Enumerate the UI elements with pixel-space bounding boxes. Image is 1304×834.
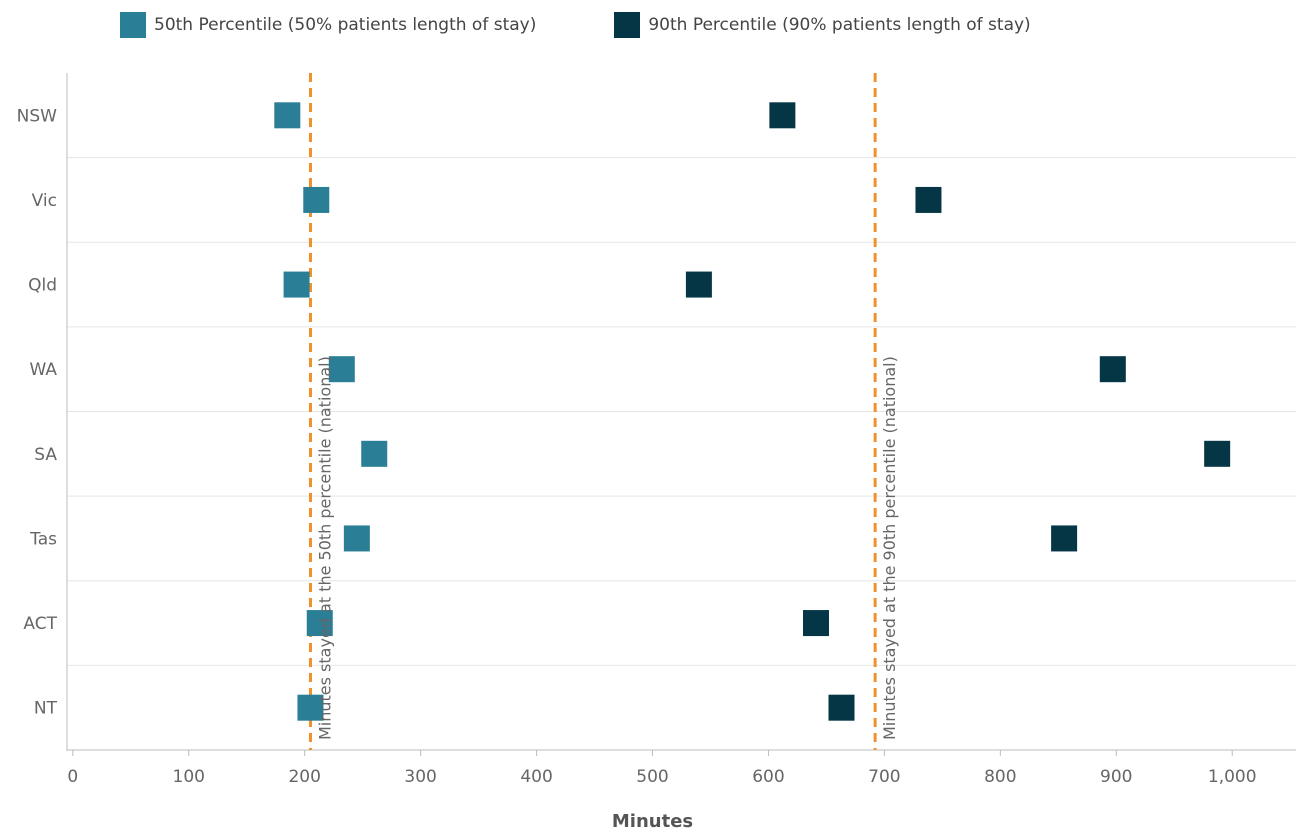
y-category-label: ACT [23, 614, 57, 634]
legend-swatch-90th [614, 12, 641, 38]
marker-50th-vic [303, 186, 330, 213]
chart-legend: 50th Percentile (50% patients length of … [120, 10, 1109, 40]
marker-50th-tas [343, 525, 370, 552]
marker-90th-nsw [769, 102, 796, 129]
row-gridlines [67, 157, 1296, 666]
marker-90th-tas [1051, 525, 1078, 552]
x-tick-label: 200 [288, 767, 320, 787]
axis-labels: 0 100 200 300 400 500 600 700 800 900 1,000 NSW Vic Q… [17, 106, 1257, 832]
marker-90th-vic [915, 186, 942, 213]
reference-lines [308, 73, 877, 750]
legend-label-50th: 50th Percentile (50% patients length of … [154, 15, 537, 35]
reference-line-label-90th: Minutes stayed at the 90th percentile (n… [880, 356, 899, 740]
marker-50th-qld [283, 271, 310, 298]
y-category-label: WA [29, 360, 57, 380]
axes [66, 73, 1296, 756]
y-category-label: Tas [29, 529, 57, 549]
marker-90th-qld [685, 271, 712, 298]
y-category-label: NT [34, 699, 58, 719]
marker-50th-nt [297, 694, 324, 721]
x-tick-label: 900 [1100, 767, 1132, 787]
x-tick-label: 700 [868, 767, 900, 787]
legend-item-50th[interactable]: 50th Percentile (50% patients length of … [120, 12, 536, 38]
x-tick-label: 0 [67, 767, 78, 787]
x-tick-label: 1,000 [1208, 767, 1257, 787]
marker-50th-sa [361, 440, 388, 467]
x-tick-label: 400 [520, 767, 552, 787]
x-axis-title: Minutes [612, 811, 693, 832]
marker-90th-act [802, 610, 829, 637]
legend-label-90th: 90th Percentile (90% patients length of … [648, 15, 1031, 35]
marker-50th-act [306, 610, 333, 637]
y-category-label: NSW [17, 106, 58, 126]
y-category-label: Vic [32, 191, 57, 211]
y-category-label: SA [34, 445, 57, 465]
marker-90th-nt [828, 694, 855, 721]
marker-50th-nsw [274, 102, 301, 129]
marker-50th-wa [328, 356, 355, 383]
data-marks [274, 102, 1231, 721]
marker-90th-wa [1099, 356, 1126, 383]
reference-line-label-50th: Minutes stayed at the 50th percentile (n… [315, 356, 334, 740]
x-tick-label: 800 [984, 767, 1016, 787]
x-tick-label: 100 [173, 767, 205, 787]
x-tick-label: 300 [404, 767, 436, 787]
marker-90th-sa [1204, 440, 1231, 467]
x-tick-label: 500 [636, 767, 668, 787]
legend-swatch-50th [120, 12, 146, 38]
x-tick-label: 600 [752, 767, 784, 787]
legend-item-90th[interactable]: 90th Percentile (90% patients length of … [614, 12, 1031, 38]
y-category-label: Qld [28, 276, 57, 296]
